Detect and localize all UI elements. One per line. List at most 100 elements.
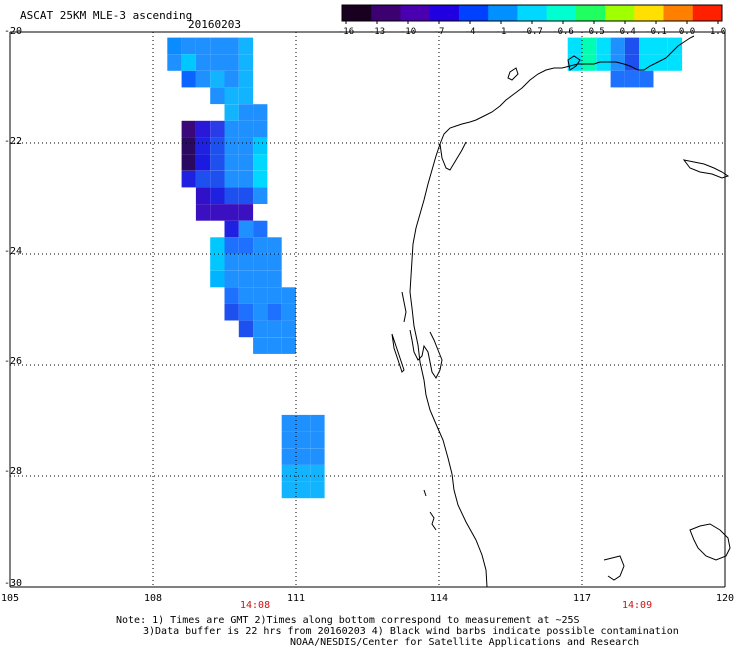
swath-cell-80 [238, 303, 254, 321]
swath-cell-3 [210, 37, 225, 55]
coastline-shark-bay [409, 329, 443, 379]
swath-cell-18 [224, 87, 239, 105]
swath-cell-73 [267, 270, 282, 288]
lat-label-28: -28 [3, 466, 22, 477]
swath-cell-13 [195, 70, 211, 88]
swath-cell-112 [653, 37, 668, 55]
swath-cell-86 [267, 320, 282, 338]
colorbar-label-3: -7 [433, 27, 445, 37]
swath-cell-38 [224, 154, 239, 171]
coastline-south-east [603, 555, 625, 581]
swath-cell-71 [238, 270, 254, 288]
colorbar [341, 4, 723, 24]
colorbar-label-6: -0.7 [521, 27, 543, 37]
colorbar-segment-11 [663, 5, 694, 21]
time-label-2: 14:09 [622, 600, 653, 611]
colorbar-label-7: -0.6 [552, 27, 574, 37]
island-north-east [682, 159, 730, 179]
swath-cell-95 [296, 431, 311, 449]
swath-cell-62 [253, 237, 268, 254]
colorbar-segment-12 [692, 5, 723, 21]
swath-cell-53 [210, 204, 225, 221]
swath-cell-124 [639, 70, 654, 88]
swath-cell-19 [238, 87, 254, 105]
swath-cell-118 [624, 54, 640, 71]
lon-label-114: 114 [429, 593, 449, 604]
swath-cell-63 [267, 237, 282, 254]
swath-cell-42 [195, 170, 211, 188]
swath-cell-64 [210, 254, 225, 271]
swath-cell-2 [195, 37, 211, 55]
island-dirk-hartog [391, 333, 405, 373]
lat-label-20: -20 [3, 26, 22, 37]
swath-cell-51 [253, 187, 268, 204]
island-houtman [423, 489, 437, 531]
colorbar-label-2: -10 [399, 27, 417, 37]
coastline-peninsula [401, 291, 407, 323]
swath-cell-92 [296, 414, 311, 432]
swath-cell-30 [195, 137, 211, 154]
lon-label-117: 117 [572, 593, 592, 604]
swath-cell-88 [253, 337, 268, 354]
colorbar-label-1: -13 [368, 27, 386, 37]
swath-cell-27 [238, 120, 254, 138]
swath-cell-84 [238, 320, 254, 338]
lat-label-30: -30 [3, 578, 22, 589]
swath-cell-14 [210, 70, 225, 88]
swath-cell-43 [210, 170, 225, 188]
swath-cell-110 [624, 37, 640, 55]
swath-cell-5 [238, 37, 254, 55]
swath-cell-40 [253, 154, 268, 171]
swath-cell-25 [210, 120, 225, 138]
swath-cell-69 [210, 270, 225, 288]
swath-cell-12 [181, 70, 196, 88]
swath-cell-96 [310, 431, 325, 449]
swath-cell-65 [224, 254, 239, 271]
swath-cell-113 [667, 37, 683, 55]
note-line-1: Note: 1) Times are GMT 2)Times along bot… [116, 615, 580, 626]
swath-cell-121 [667, 54, 683, 71]
coastline-mainland [409, 35, 695, 588]
swath-cell-50 [238, 187, 254, 204]
swath-cell-32 [224, 137, 239, 154]
swath-cells [167, 37, 683, 499]
colorbar-segment-1 [371, 5, 401, 21]
time-label-1: 14:08 [240, 600, 271, 611]
lat-label-26: -26 [3, 356, 22, 367]
swath-cell-28 [253, 120, 268, 138]
swath-cell-60 [224, 237, 239, 254]
colorbar-label-4: -4 [464, 27, 476, 37]
colorbar-label-12: 1.0 [709, 27, 727, 37]
lon-label-105: 105 [0, 593, 20, 604]
swath-cell-104 [296, 481, 311, 499]
colorbar-segment-9 [605, 5, 635, 21]
swath-cell-52 [195, 204, 211, 221]
swath-cell-49 [224, 187, 239, 204]
swath-cell-98 [296, 448, 311, 465]
swath-cell-57 [238, 220, 254, 238]
swath-cell-99 [310, 448, 325, 465]
swath-cell-17 [210, 87, 225, 105]
coastline-exmouth-gulf [439, 141, 467, 171]
swath-cell-101 [296, 464, 311, 482]
swath-cell-115 [582, 54, 597, 71]
colorbar-label-11: 0.0 [678, 27, 696, 37]
swath-cell-10 [224, 54, 239, 71]
swath-cell-41 [181, 170, 196, 188]
swath-cell-85 [253, 320, 268, 338]
colorbar-segment-0 [342, 5, 372, 21]
colorbar-segment-7 [546, 5, 577, 21]
colorbar-label-10: -0.1 [645, 27, 667, 37]
swath-cell-102 [310, 464, 325, 482]
swath-cell-6 [167, 54, 182, 71]
swath-cell-70 [224, 270, 239, 288]
swath-cell-15 [224, 70, 239, 88]
swath-cell-87 [281, 320, 296, 338]
swath-cell-97 [281, 448, 296, 465]
colorbar-segment-2 [400, 5, 431, 21]
swath-cell-46 [253, 170, 268, 188]
swath-cell-58 [253, 220, 268, 238]
swath-cell-76 [253, 287, 268, 304]
swath-cell-59 [210, 237, 225, 254]
swath-cell-106 [567, 37, 582, 55]
